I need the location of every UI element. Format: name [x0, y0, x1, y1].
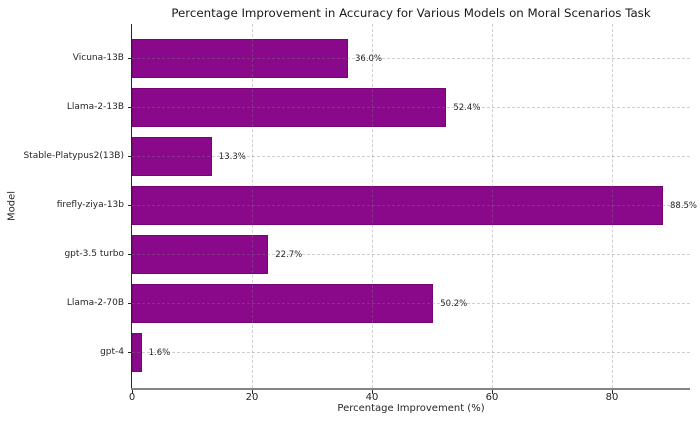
y-tick-mark [128, 156, 132, 157]
y-tick-mark [128, 205, 132, 206]
x-tick-label-0: 0 [128, 392, 136, 403]
bar-gpt-3.5 turbo [132, 235, 269, 274]
bar-gpt-4 [132, 333, 142, 372]
x-tick-label-20: 20 [245, 392, 259, 403]
gridline-vertical-80 [611, 24, 613, 388]
y-tick-label-Stable-Platypus2(13B): Stable-Platypus2(13B) [23, 151, 124, 161]
bar-firefly-ziya-13b [132, 186, 663, 225]
gridline-horizontal-Vicuna-13B [132, 58, 690, 59]
bar-value-label: 13.3% [218, 151, 246, 162]
gridline-horizontal-firefly-ziya-13b [132, 205, 690, 206]
bar-value-label: 36.0% [355, 53, 383, 64]
x-tick-mark [612, 390, 613, 394]
bar-Stable-Platypus2(13B) [132, 137, 212, 176]
bar-Llama-2-13B [132, 88, 447, 127]
x-axis-spine [131, 388, 690, 390]
bar-Vicuna-13B [132, 39, 348, 78]
bar-value-label: 88.5% [670, 200, 698, 211]
bar-value-label: 1.6% [148, 347, 171, 358]
y-tick-mark [128, 303, 132, 304]
gridline-vertical-40 [371, 24, 373, 388]
plot-area: 36.0% 52.4% 13.3% 88.5% 22.7% 50.2% 1.6% [132, 24, 697, 388]
gridline-vertical-60 [491, 24, 493, 388]
bar-value-label: 52.4% [453, 102, 481, 113]
x-axis-label: Percentage Improvement (%) [337, 403, 485, 414]
y-tick-label-Llama-2-13B: Llama-2-13B [66, 102, 124, 112]
x-tick-mark [132, 390, 133, 394]
gridline-horizontal-gpt-3.5 turbo [132, 254, 690, 255]
y-tick-mark [128, 58, 132, 59]
chart-title: Percentage Improvement in Accuracy for V… [171, 6, 651, 20]
bar-value-label: 50.2% [440, 298, 468, 309]
gridline-vertical-20 [251, 24, 253, 388]
x-tick-mark [492, 390, 493, 394]
y-tick-mark [128, 107, 132, 108]
gridline-horizontal-gpt-4 [132, 352, 690, 353]
x-tick-label-60: 60 [485, 392, 499, 403]
y-tick-label-Vicuna-13B: Vicuna-13B [72, 53, 124, 63]
y-tick-label-gpt-4: gpt-4 [100, 347, 124, 357]
x-tick-mark [372, 390, 373, 394]
x-tick-label-40: 40 [365, 392, 379, 403]
gridline-horizontal-Llama-2-13B [132, 107, 690, 108]
y-tick-mark [128, 254, 132, 255]
y-tick-label-firefly-ziya-13b: firefly-ziya-13b [56, 200, 124, 210]
y-axis-spine [131, 24, 132, 388]
gridline-horizontal-Stable-Platypus2(13B) [132, 156, 690, 157]
y-tick-label-Llama-2-70B: Llama-2-70B [66, 298, 124, 308]
y-tick-mark [128, 352, 132, 353]
x-tick-label-80: 80 [605, 392, 619, 403]
bar-Llama-2-70B [132, 284, 434, 323]
bar-value-label: 22.7% [275, 249, 303, 260]
y-tick-label-gpt-3.5 turbo: gpt-3.5 turbo [64, 249, 124, 259]
gridline-horizontal-Llama-2-70B [132, 303, 690, 304]
x-tick-mark [252, 390, 253, 394]
